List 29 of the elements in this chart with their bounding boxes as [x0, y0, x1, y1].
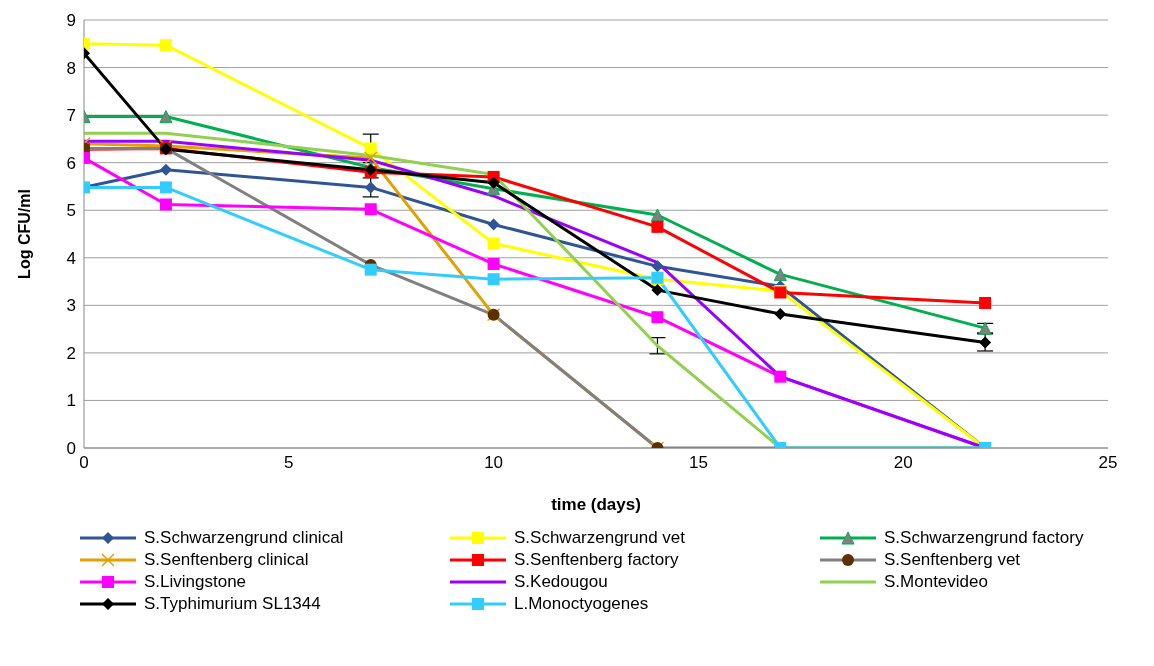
legend-label: S.Kedougou: [514, 572, 608, 592]
x-tick-label: 5: [284, 453, 294, 473]
x-tick-label: 15: [688, 453, 708, 473]
y-tick-label: 7: [66, 106, 76, 126]
y-tick-label: 8: [66, 58, 76, 78]
y-tick-label: 6: [66, 153, 76, 173]
legend-label: S.Senftenberg vet: [884, 550, 1021, 570]
legend-label: S.Montevideo: [884, 572, 988, 592]
legend-label: S.Typhimurium SL1344: [144, 594, 321, 614]
y-tick-label: 1: [66, 391, 76, 411]
x-tick-label: 0: [79, 453, 89, 473]
y-tick-label: 0: [66, 439, 76, 459]
legend-label: S.Schwarzengrund vet: [514, 528, 686, 548]
x-tick-label: 10: [484, 453, 504, 473]
y-axis-title: Log CFU/ml: [15, 189, 33, 279]
legend-label: S.Schwarzengrund factory: [884, 528, 1084, 548]
x-tick-label: 25: [1098, 453, 1118, 473]
y-tick-label: 3: [66, 296, 76, 316]
y-tick-label: 9: [66, 11, 76, 31]
y-tick-label: 2: [66, 343, 76, 363]
x-tick-label: 20: [893, 453, 913, 473]
x-axis-title: time (days): [551, 495, 641, 514]
legend-label: S.Senftenberg factory: [514, 550, 679, 570]
y-tick-label: 4: [66, 248, 76, 268]
legend-label: S.Livingstone: [144, 572, 247, 592]
y-tick-label: 5: [66, 201, 76, 221]
legend-label: S.Schwarzengrund clinical: [144, 528, 344, 548]
legend-label: S.Senftenberg clinical: [144, 550, 309, 570]
legend-label: L.Monoctyogenes: [514, 594, 649, 614]
